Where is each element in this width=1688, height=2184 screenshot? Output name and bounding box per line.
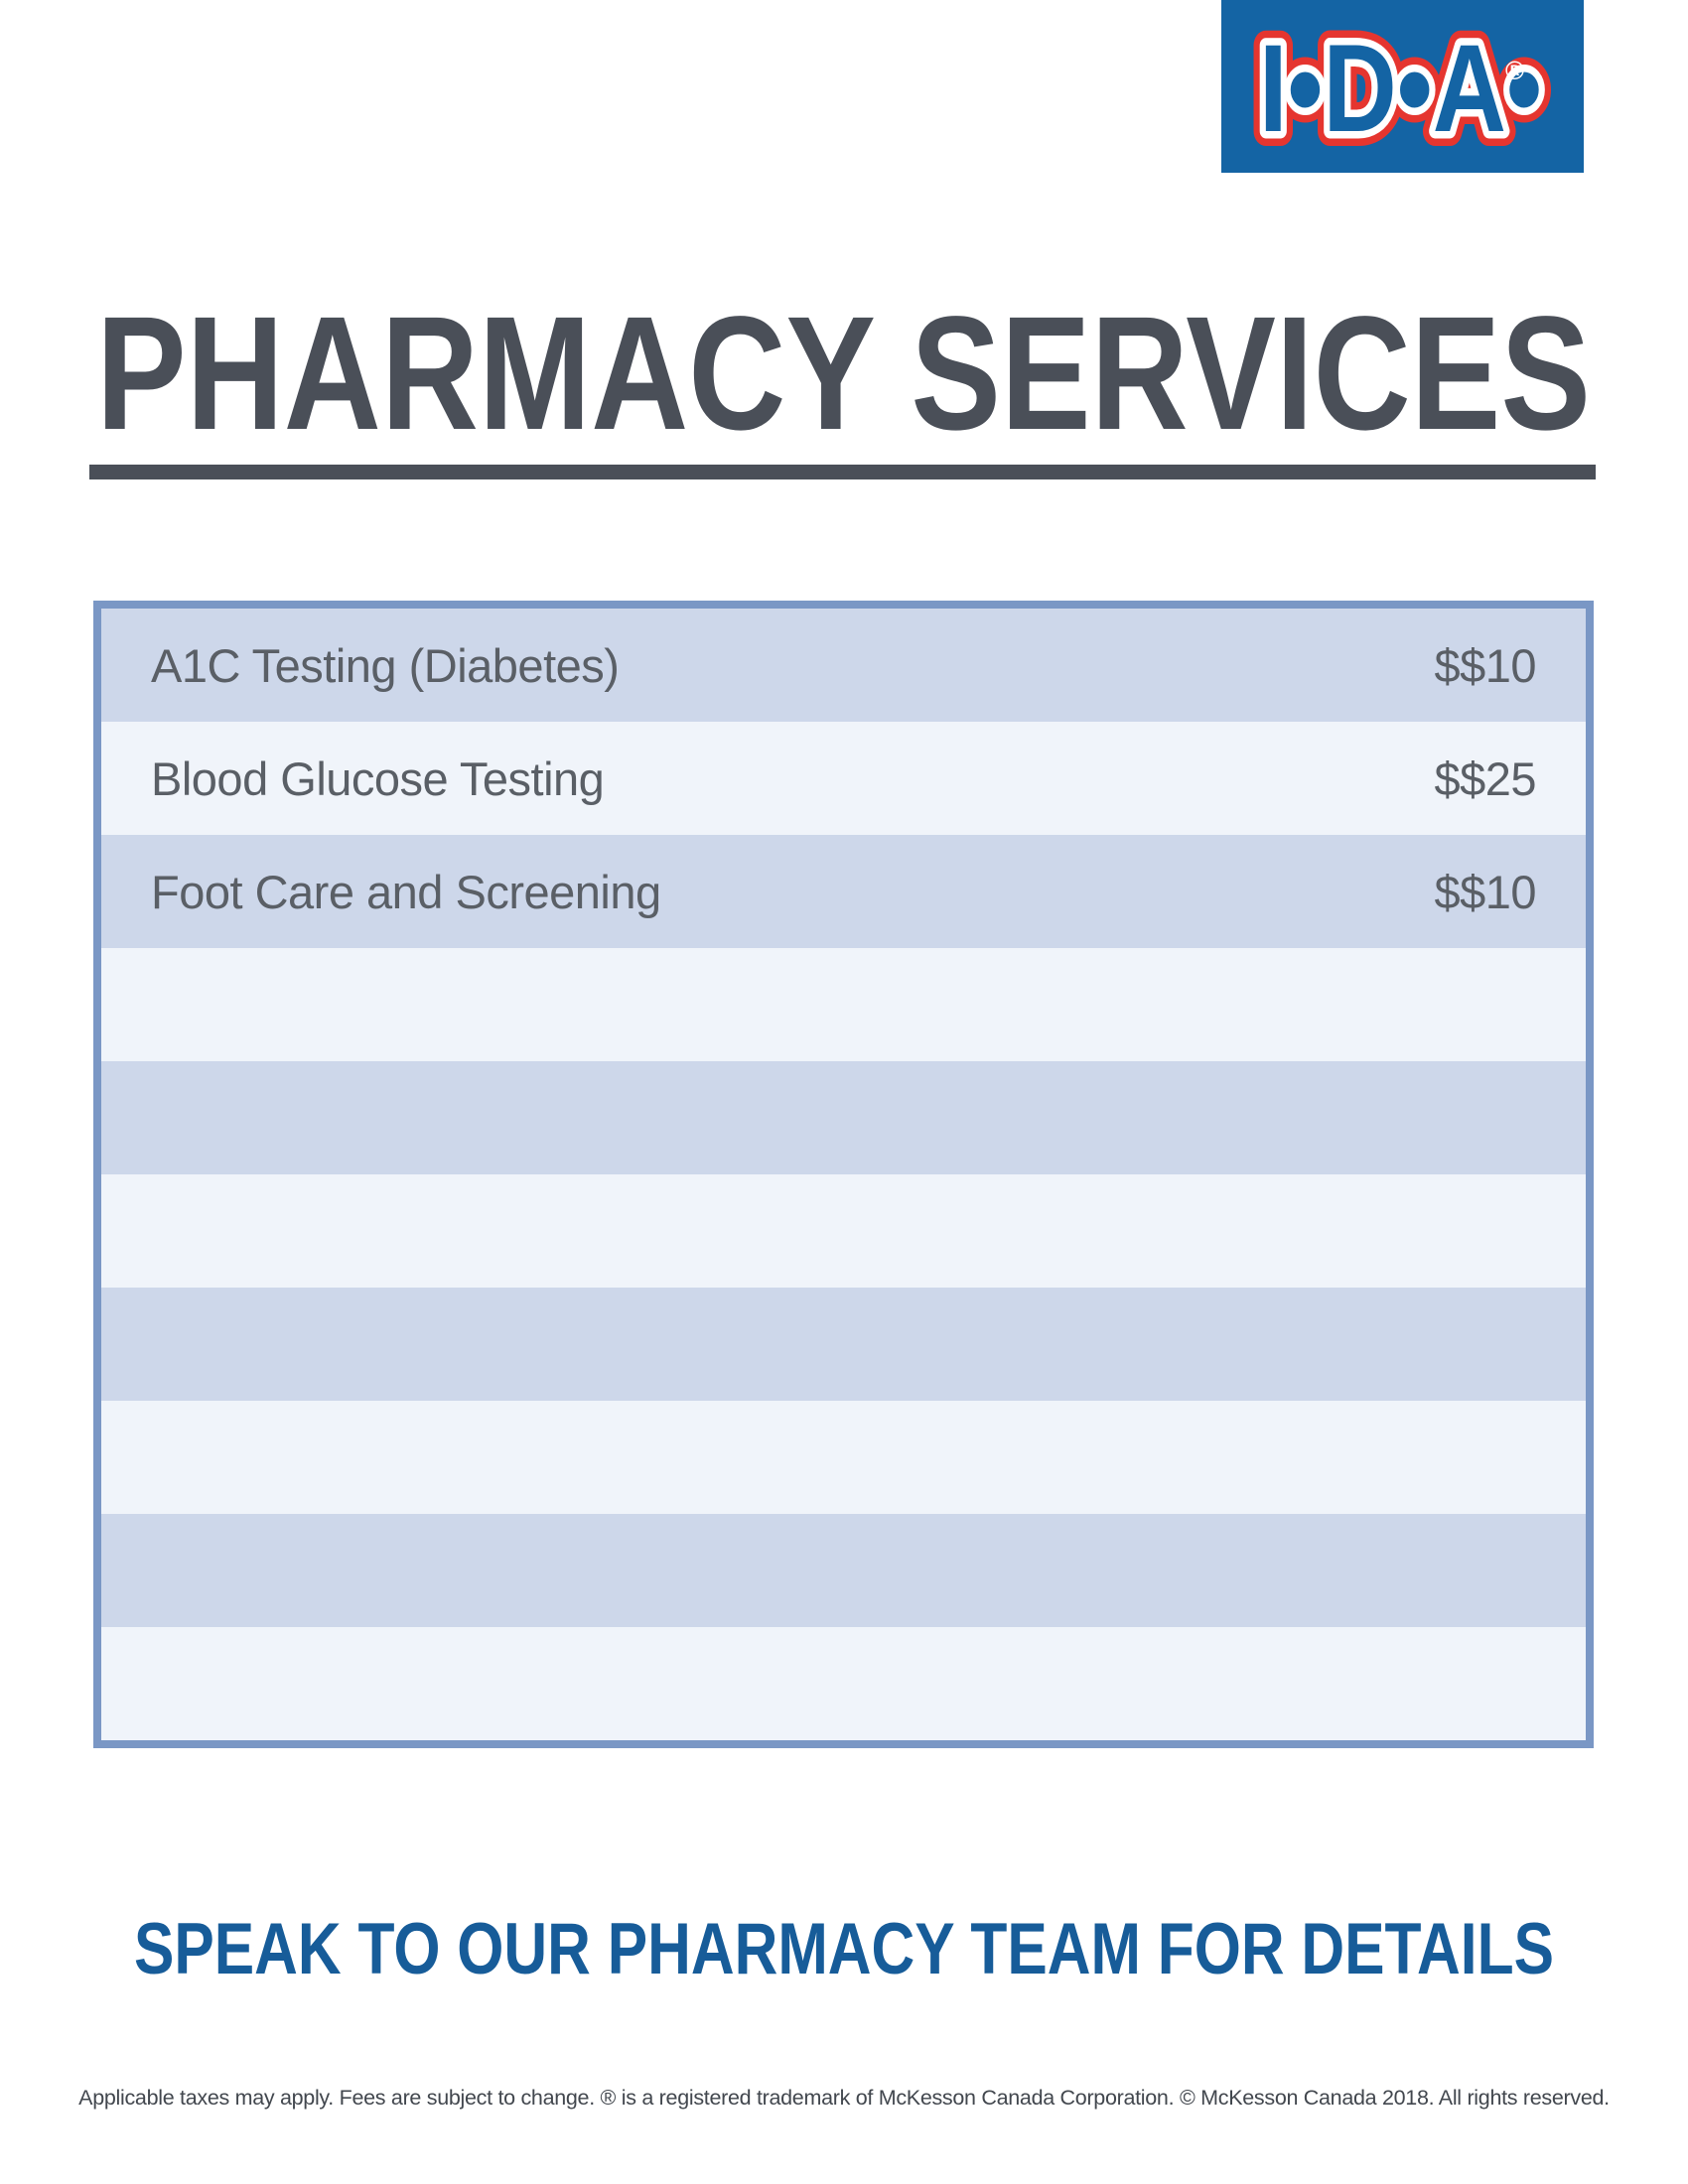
service-name: A1C Testing (Diabetes) <box>151 638 620 692</box>
logo-wordmark-outline: I•D•A• <box>1259 20 1542 158</box>
ida-logo: I•D•A• I•D•A• I•D•A• ® <box>1221 0 1584 173</box>
table-row: Foot Care and Screening $$10 <box>101 835 1586 948</box>
services-table: A1C Testing (Diabetes) $$10 Blood Glucos… <box>93 601 1594 1748</box>
table-row <box>101 1627 1586 1740</box>
table-row <box>101 1174 1586 1288</box>
page-title-text: PHARMACY SERVICES <box>96 288 1591 457</box>
table-row <box>101 1288 1586 1401</box>
footer-disclaimer: Applicable taxes may apply. Fees are sub… <box>78 2086 1610 2110</box>
cta-banner: SPEAK TO OUR PHARMACY TEAM FOR DETAILS <box>134 1909 1554 1989</box>
table-row <box>101 1061 1586 1174</box>
title-underline <box>89 465 1596 479</box>
logo-background <box>1221 0 1584 173</box>
table-row: A1C Testing (Diabetes) $$10 <box>101 609 1586 722</box>
logo-wordmark: I•D•A• <box>1259 20 1542 158</box>
service-price: $$10 <box>1434 865 1536 918</box>
page-title: PHARMACY SERVICES <box>96 288 1591 457</box>
logo-wordmark-inline: I•D•A• <box>1259 20 1542 158</box>
service-name: Foot Care and Screening <box>151 865 661 918</box>
table-row <box>101 1514 1586 1627</box>
cta-text: SPEAK TO OUR PHARMACY TEAM FOR DETAILS <box>134 1909 1554 1989</box>
table-row <box>101 948 1586 1061</box>
table-row: Blood Glucose Testing $$25 <box>101 722 1586 835</box>
service-price: $$25 <box>1434 751 1536 805</box>
registered-trademark-icon: ® <box>1505 56 1524 85</box>
table-row <box>101 1401 1586 1514</box>
service-price: $$10 <box>1434 638 1536 692</box>
service-name: Blood Glucose Testing <box>151 751 605 805</box>
